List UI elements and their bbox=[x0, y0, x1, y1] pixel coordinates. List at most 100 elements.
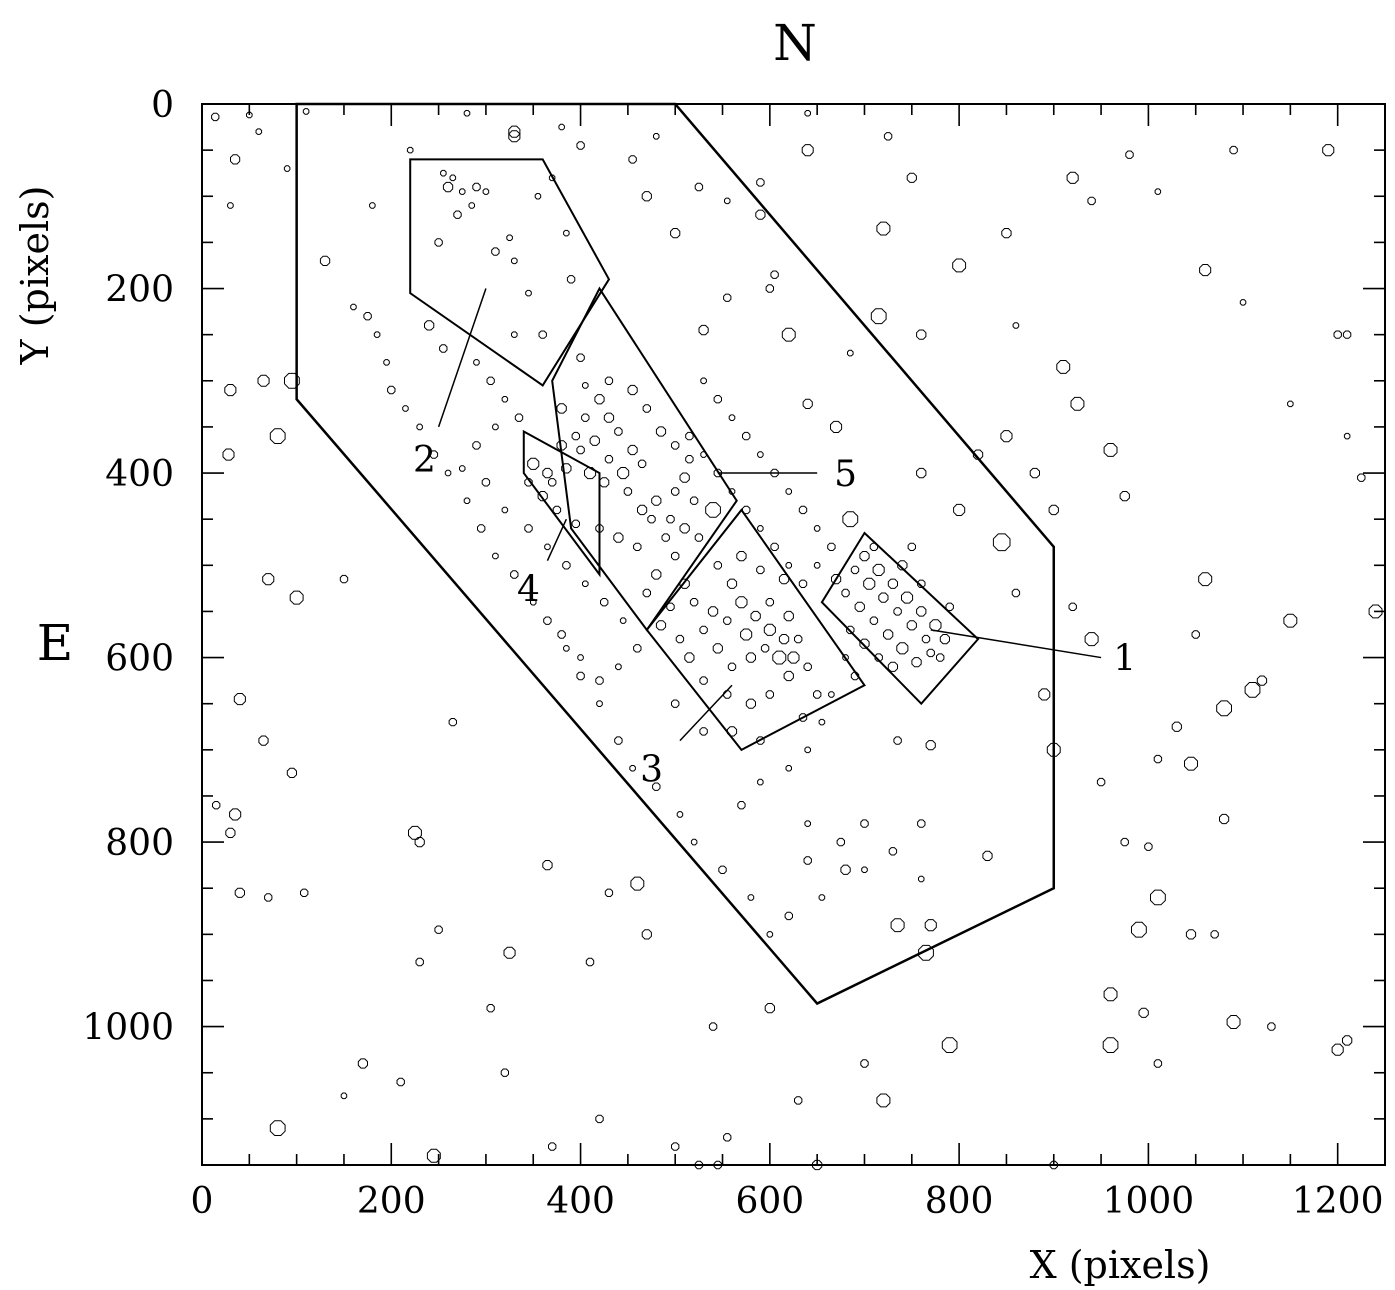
star-marker bbox=[463, 497, 471, 504]
star-marker bbox=[212, 801, 221, 810]
star-marker bbox=[872, 563, 885, 576]
star-marker bbox=[637, 504, 648, 516]
star-marker bbox=[1171, 721, 1182, 732]
star-marker bbox=[258, 735, 269, 746]
star-marker bbox=[684, 652, 695, 663]
star-marker bbox=[916, 467, 927, 479]
star-marker bbox=[893, 736, 902, 745]
star-marker bbox=[1000, 430, 1013, 443]
star-marker bbox=[698, 324, 709, 336]
star-marker bbox=[1229, 145, 1238, 155]
star-marker bbox=[1331, 1043, 1344, 1056]
star-marker bbox=[813, 562, 821, 569]
star-marker bbox=[803, 856, 812, 865]
star-marker bbox=[813, 525, 821, 532]
star-marker bbox=[1283, 613, 1298, 628]
star-marker bbox=[604, 455, 614, 464]
x-tick-label: 800 bbox=[925, 1181, 994, 1222]
star-marker bbox=[542, 467, 553, 479]
star-marker bbox=[1256, 675, 1268, 686]
star-marker bbox=[619, 617, 627, 624]
star-marker bbox=[655, 620, 667, 631]
star-marker bbox=[525, 289, 532, 297]
star-marker bbox=[671, 441, 680, 450]
star-marker bbox=[887, 578, 898, 589]
star-marker bbox=[387, 385, 396, 395]
star-marker bbox=[794, 1096, 803, 1105]
star-marker bbox=[916, 329, 927, 340]
star-marker bbox=[893, 607, 902, 616]
star-marker bbox=[742, 431, 751, 441]
y-tick-label: 200 bbox=[105, 270, 174, 311]
star-marker bbox=[1048, 504, 1059, 516]
star-marker bbox=[211, 112, 220, 122]
star-marker bbox=[481, 478, 491, 487]
x-tick-label: 600 bbox=[735, 1181, 804, 1222]
star-marker bbox=[713, 1160, 722, 1170]
star-marker bbox=[402, 405, 409, 412]
star-marker bbox=[264, 893, 273, 902]
star-marker bbox=[429, 450, 439, 459]
star-marker bbox=[283, 165, 291, 172]
star-marker bbox=[1029, 467, 1040, 479]
star-marker bbox=[463, 110, 471, 117]
star-marker bbox=[804, 110, 811, 117]
region-1-label: 1 bbox=[1113, 639, 1136, 680]
y-tick-label: 0 bbox=[151, 85, 174, 126]
star-marker bbox=[1056, 360, 1071, 374]
star-marker bbox=[982, 850, 993, 861]
star-marker bbox=[340, 1092, 348, 1100]
star-marker bbox=[679, 523, 690, 534]
star-marker bbox=[854, 601, 865, 612]
star-marker bbox=[651, 569, 662, 580]
star-marker bbox=[492, 552, 499, 560]
star-marker bbox=[671, 1142, 680, 1151]
star-marker bbox=[1087, 196, 1096, 206]
star-marker bbox=[269, 1120, 286, 1136]
star-marker bbox=[723, 616, 732, 625]
y-tick-label: 600 bbox=[105, 639, 174, 680]
star-marker bbox=[952, 258, 967, 273]
star-marker bbox=[841, 588, 850, 598]
star-marker bbox=[426, 1148, 441, 1163]
star-marker bbox=[414, 837, 425, 848]
star-marker bbox=[225, 827, 236, 838]
star-marker bbox=[679, 472, 690, 483]
star-marker bbox=[827, 542, 836, 551]
star-marker bbox=[544, 543, 551, 551]
star-marker bbox=[562, 561, 571, 570]
star-marker bbox=[804, 746, 811, 754]
star-marker bbox=[699, 625, 708, 635]
star-marker bbox=[630, 876, 645, 891]
star-marker bbox=[1342, 330, 1352, 339]
region-polygons: 1 2 3 4 5 bbox=[295, 102, 1136, 1006]
star-marker bbox=[742, 505, 751, 515]
star-marker bbox=[576, 353, 585, 362]
star-marker bbox=[737, 801, 746, 810]
star-marker bbox=[222, 448, 235, 461]
star-marker bbox=[689, 496, 699, 505]
star-marker bbox=[486, 376, 495, 385]
star-marker bbox=[633, 542, 642, 551]
star-marker bbox=[1012, 322, 1020, 329]
star-marker bbox=[617, 467, 630, 480]
star-marker bbox=[406, 146, 414, 154]
star-marker bbox=[627, 444, 638, 456]
star-marker bbox=[582, 382, 589, 389]
star-marker bbox=[511, 257, 518, 265]
star-marker bbox=[534, 193, 542, 200]
star-marker bbox=[896, 642, 909, 655]
star-marker bbox=[772, 650, 787, 665]
star-marker bbox=[705, 502, 721, 518]
star-marker bbox=[685, 455, 694, 464]
star-marker bbox=[756, 178, 765, 187]
star-marker bbox=[369, 202, 376, 209]
star-marker bbox=[907, 542, 916, 551]
star-marker bbox=[887, 661, 898, 672]
star-marker bbox=[604, 888, 614, 897]
star-marker bbox=[783, 670, 794, 682]
star-marker bbox=[770, 468, 779, 478]
star-marker bbox=[785, 562, 792, 569]
star-marker bbox=[604, 376, 614, 385]
star-marker bbox=[473, 359, 480, 366]
